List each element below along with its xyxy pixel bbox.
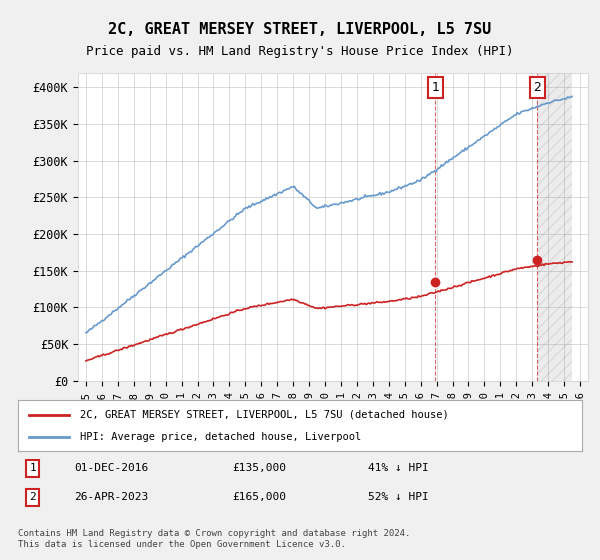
Text: 52% ↓ HPI: 52% ↓ HPI bbox=[368, 492, 428, 502]
Text: 2C, GREAT MERSEY STREET, LIVERPOOL, L5 7SU (detached house): 2C, GREAT MERSEY STREET, LIVERPOOL, L5 7… bbox=[80, 409, 449, 419]
Text: HPI: Average price, detached house, Liverpool: HPI: Average price, detached house, Live… bbox=[80, 432, 361, 442]
Text: Price paid vs. HM Land Registry's House Price Index (HPI): Price paid vs. HM Land Registry's House … bbox=[86, 45, 514, 58]
Text: 2C, GREAT MERSEY STREET, LIVERPOOL, L5 7SU: 2C, GREAT MERSEY STREET, LIVERPOOL, L5 7… bbox=[109, 22, 491, 38]
Text: 41% ↓ HPI: 41% ↓ HPI bbox=[368, 463, 428, 473]
Text: 2: 2 bbox=[29, 492, 36, 502]
Text: £135,000: £135,000 bbox=[232, 463, 286, 473]
Text: 2: 2 bbox=[533, 81, 541, 94]
Text: 1: 1 bbox=[29, 463, 36, 473]
Text: 26-APR-2023: 26-APR-2023 bbox=[74, 492, 149, 502]
Text: 1: 1 bbox=[431, 81, 439, 94]
Text: £165,000: £165,000 bbox=[232, 492, 286, 502]
Text: Contains HM Land Registry data © Crown copyright and database right 2024.
This d: Contains HM Land Registry data © Crown c… bbox=[18, 529, 410, 549]
Text: 01-DEC-2016: 01-DEC-2016 bbox=[74, 463, 149, 473]
